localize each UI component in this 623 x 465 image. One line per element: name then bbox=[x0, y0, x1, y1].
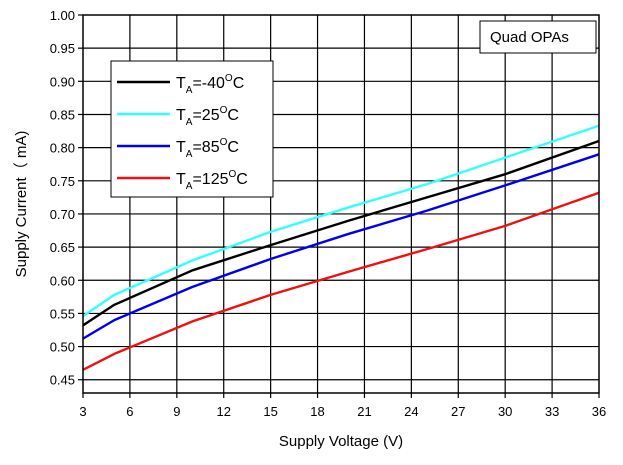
legend-box bbox=[110, 60, 274, 198]
x-tick-label: 12 bbox=[216, 404, 230, 419]
y-tick-label: 0.85 bbox=[50, 107, 75, 122]
y-tick-label: 0.70 bbox=[50, 207, 75, 222]
y-tick-label: 0.75 bbox=[50, 174, 75, 189]
series-line-3 bbox=[82, 153, 600, 340]
series-line-2 bbox=[82, 124, 600, 318]
x-tick-label: 6 bbox=[126, 404, 133, 419]
legend-label-2: TA=25OC bbox=[176, 105, 239, 128]
axis-ticks: 3 6 9 12 15 18 21 24 27 30 33 360.450.500.550.600.6… bbox=[50, 8, 607, 419]
annotation-label: Quad OPAs bbox=[490, 29, 569, 46]
y-tick-label: 1.00 bbox=[50, 8, 75, 23]
x-axis-title: Supply Voltage (V) bbox=[279, 433, 403, 450]
y-tick-label: 0.90 bbox=[50, 74, 75, 89]
x-tick-label: 24 bbox=[404, 404, 418, 419]
x-tick-label: 18 bbox=[310, 404, 324, 419]
y-tick-label: 0.95 bbox=[50, 41, 75, 56]
legend-label-1: TA=-40OC bbox=[176, 73, 244, 96]
plot-frame bbox=[82, 14, 600, 394]
x-tick-label: 33 bbox=[545, 404, 559, 419]
x-tick-label: 9 bbox=[173, 404, 180, 419]
legend: TA=-40OC TA=25OC TA=85OC TA=125OC bbox=[110, 60, 274, 198]
x-tick-label: 27 bbox=[451, 404, 465, 419]
grid bbox=[83, 15, 599, 393]
y-tick-label: 0.50 bbox=[50, 340, 75, 355]
x-tick-label: 36 bbox=[592, 404, 606, 419]
y-axis-title: Supply Current（ mA) bbox=[13, 131, 30, 278]
series-line-1 bbox=[82, 139, 600, 327]
y-tick-label: 0.55 bbox=[50, 306, 75, 321]
y-tick-label: 0.65 bbox=[50, 240, 75, 255]
x-tick-label: 30 bbox=[498, 404, 512, 419]
annotation-box: Quad OPAs bbox=[479, 20, 597, 54]
plot-lines bbox=[82, 124, 600, 371]
x-tick-label: 21 bbox=[357, 404, 371, 419]
legend-label-4: TA=125OC bbox=[176, 169, 248, 192]
y-tick-label: 0.45 bbox=[50, 373, 75, 388]
series-line-4 bbox=[82, 191, 600, 371]
x-tick-label: 3 bbox=[79, 404, 86, 419]
x-tick-label: 15 bbox=[263, 404, 277, 419]
y-tick-label: 0.60 bbox=[50, 273, 75, 288]
legend-label-3: TA=85OC bbox=[176, 137, 239, 160]
y-tick-label: 0.80 bbox=[50, 141, 75, 156]
